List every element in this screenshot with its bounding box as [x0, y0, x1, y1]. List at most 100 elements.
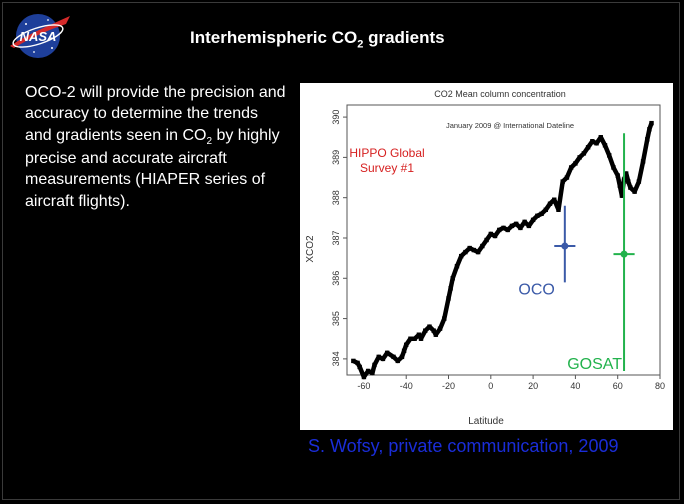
- hippo-point: [380, 356, 386, 362]
- hippo-point: [522, 219, 527, 225]
- hippo-point: [615, 173, 620, 178]
- hippo-point: [423, 328, 428, 333]
- hippo-point: [543, 207, 548, 212]
- body-text: OCO-2 will provide the precision and acc…: [25, 82, 287, 212]
- hippo-point: [526, 223, 532, 229]
- attribution: S. Wofsy, private communication, 2009: [308, 436, 619, 456]
- hippo-point: [365, 368, 371, 374]
- hippo-point: [492, 233, 498, 239]
- x-tick-label: 60: [613, 381, 623, 391]
- hippo-label-line2: Survey #1: [360, 161, 414, 175]
- hippo-point: [450, 276, 455, 281]
- hippo-point: [427, 324, 432, 329]
- hippo-point: [632, 189, 637, 194]
- hippo-point: [384, 350, 390, 356]
- hippo-point: [448, 286, 453, 291]
- chart-title: CO2 Mean column concentration: [434, 89, 566, 99]
- hippo-point: [590, 139, 595, 144]
- hippo-point: [617, 183, 623, 188]
- hippo-label-line1: HIPPO Global: [349, 146, 424, 160]
- hippo-point: [497, 227, 502, 233]
- hippo-point: [408, 336, 413, 341]
- chart-image: CO2 Mean column concentration January 20…: [300, 83, 673, 430]
- hippo-point: [518, 225, 523, 231]
- hippo-point: [645, 137, 650, 142]
- hippo-point: [355, 360, 360, 366]
- x-tick-label: -20: [442, 381, 455, 391]
- hippo-point: [509, 223, 515, 229]
- hippo-point: [412, 336, 417, 341]
- x-tick-label: 0: [488, 381, 493, 391]
- hippo-point: [552, 197, 557, 202]
- hippo-point: [626, 179, 631, 184]
- gosat-point: [620, 250, 628, 258]
- hippo-point: [640, 159, 646, 164]
- y-tick-label: 387: [331, 230, 341, 245]
- y-tick-label: 390: [331, 110, 341, 125]
- hippo-point: [581, 151, 587, 156]
- hippo-point: [598, 135, 603, 140]
- hippo-point: [547, 201, 553, 206]
- hippo-point: [488, 231, 494, 237]
- hippo-point: [573, 161, 578, 166]
- hippo-point: [628, 185, 633, 190]
- x-tick-label: 20: [528, 381, 538, 391]
- hippo-point: [442, 316, 447, 321]
- hippo-point: [370, 370, 375, 376]
- hippo-point: [401, 348, 407, 354]
- oco-label: OCO: [518, 281, 554, 298]
- hippo-point: [376, 354, 381, 360]
- hippo-point: [607, 153, 612, 158]
- hippo-point: [391, 354, 396, 360]
- body-text-part1: OCO-2 will provide the precision and acc…: [25, 84, 286, 144]
- hippo-series: [351, 120, 654, 380]
- hippo-point: [602, 143, 608, 148]
- plot-frame: [346, 104, 661, 376]
- hippo-point: [484, 237, 489, 243]
- title-tail: gradients: [363, 28, 445, 47]
- hippo-point: [416, 332, 422, 337]
- hippo-point: [475, 249, 481, 255]
- hippo-point: [431, 328, 436, 333]
- hippo-point: [560, 179, 565, 184]
- x-axis: -60 -40 -20 0 20 40 60 80: [357, 375, 665, 391]
- y-axis-label: XCO2: [305, 235, 316, 263]
- hippo-point: [564, 175, 570, 180]
- hippo-point: [594, 141, 599, 146]
- y-axis: 384 385 386 387 388 389 390: [331, 110, 347, 366]
- hippo-point: [623, 171, 629, 176]
- hippo-point: [433, 332, 439, 337]
- nasa-logo: NASA: [10, 14, 70, 58]
- hippo-point: [395, 358, 400, 364]
- hippo-point: [556, 207, 561, 212]
- slide-title: Interhemispheric CO2 gradients: [190, 28, 445, 50]
- chart-subtitle: January 2009 @ International Dateline: [446, 121, 574, 130]
- slide-frame: [2, 2, 680, 500]
- hippo-point: [585, 145, 591, 150]
- hippo-point: [647, 126, 652, 132]
- hippo-point: [351, 358, 356, 364]
- hippo-point: [501, 225, 506, 231]
- hippo-point: [418, 336, 424, 341]
- hippo-point: [463, 249, 468, 255]
- hippo-point: [372, 362, 377, 368]
- hippo-point: [619, 193, 625, 198]
- title-subscript: 2: [357, 38, 364, 51]
- x-axis-label: Latitude: [468, 416, 504, 427]
- hippo-point: [530, 217, 536, 223]
- hippo-point: [459, 253, 464, 259]
- hippo-point: [649, 120, 654, 126]
- hippo-point: [361, 374, 367, 380]
- hippo-point: [636, 179, 642, 184]
- hippo-point: [577, 155, 582, 160]
- hippo-point: [467, 245, 472, 251]
- y-tick-label: 386: [331, 271, 341, 286]
- hippo-point: [480, 243, 485, 249]
- hippo-point: [446, 296, 451, 301]
- hippo-point: [539, 211, 544, 217]
- co2-chart: CO2 Mean column concentration January 20…: [305, 89, 665, 427]
- hippo-point: [454, 263, 460, 269]
- logo-text: NASA: [20, 29, 57, 44]
- hippo-point: [535, 213, 540, 219]
- hippo-point: [505, 227, 510, 233]
